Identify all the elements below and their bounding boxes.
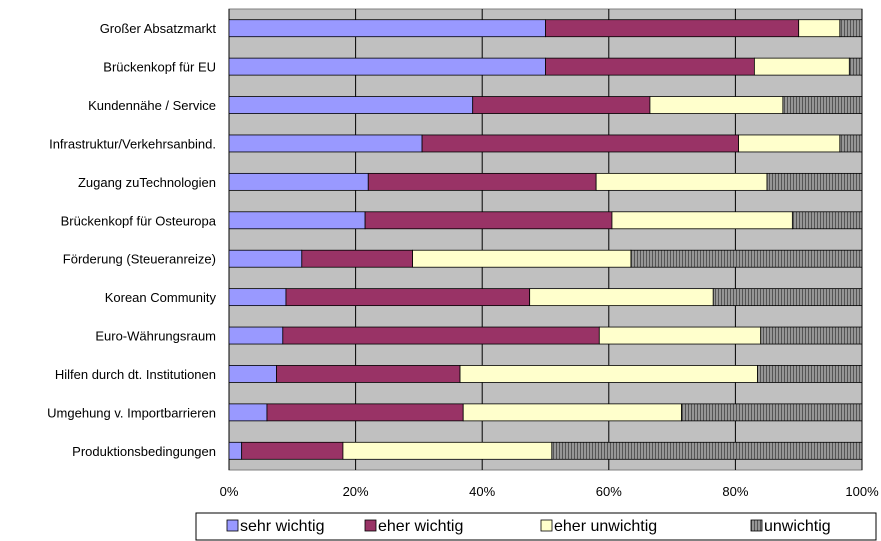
bar-4-row-6: [791, 211, 863, 230]
category-label: Infrastruktur/Verkehrsanbind.: [49, 136, 216, 151]
bar-1-row-4: [228, 134, 423, 153]
category-labels: Großer Absatzmarkt Brückenkopf für EU Kund…: [47, 21, 217, 459]
bar-1-row-3: [228, 96, 474, 114]
category-label: Brückenkopf für EU: [103, 60, 216, 75]
bar-1-row-9: [228, 326, 284, 345]
legend: sehr wichtig eher wichtig eher unwichtig un…: [195, 512, 877, 541]
category-label: Hilfen durch dt. Institutionen: [55, 367, 216, 382]
legend-label: unwichtig: [764, 518, 831, 535]
bar-4-row-1: [839, 19, 863, 38]
category-label: Korean Community: [105, 290, 217, 305]
bar-3-row-1: [798, 19, 841, 38]
bar-1-row-8: [228, 288, 287, 307]
legend-label: eher wichtig: [378, 518, 463, 535]
bar-3-row-5: [595, 172, 768, 191]
bar-1-row-1: [228, 19, 546, 38]
bar-3-row-7: [412, 249, 632, 268]
bar-1-row-11: [228, 403, 268, 422]
legend-box: [195, 512, 877, 541]
bar-2-row-6: [364, 211, 613, 230]
bar-3-row-2: [753, 57, 850, 76]
category-label: Kundennähe / Service: [88, 98, 216, 113]
bar-2-row-3: [472, 96, 651, 114]
bar-4-row-3: [782, 96, 863, 114]
bar-2-row-8: [285, 288, 531, 307]
bars: [228, 19, 863, 460]
bar-2-row-1: [545, 19, 800, 38]
bar-4-row-5: [766, 172, 863, 191]
bar-3-row-3: [649, 96, 784, 114]
category-label: Förderung (Steueranreize): [63, 252, 216, 267]
legend-swatch: [226, 519, 239, 532]
x-tick-label: 60%: [596, 484, 622, 499]
bar-2-row-10: [276, 365, 461, 383]
bar-3-row-9: [598, 326, 762, 345]
legend-swatch: [364, 519, 377, 532]
x-tick-label: 40%: [469, 484, 495, 499]
bar-2-row-5: [367, 172, 597, 191]
legend-label: eher unwichtig: [554, 518, 657, 535]
bar-3-row-11: [462, 403, 682, 422]
bar-1-row-6: [228, 211, 366, 230]
category-label: Produktionsbedingungen: [72, 444, 216, 459]
category-label: Zugang zuTechnologien: [78, 175, 216, 190]
bar-3-row-8: [529, 288, 714, 307]
category-label: Großer Absatzmarkt: [100, 21, 217, 36]
bar-4-row-11: [681, 403, 863, 422]
bar-4-row-4: [839, 134, 863, 153]
bar-1-row-10: [228, 365, 277, 383]
x-tick-label: 100%: [845, 484, 879, 499]
bar-2-row-11: [266, 403, 464, 422]
bar-2-row-12: [241, 441, 344, 460]
bar-3-row-4: [738, 134, 841, 153]
bar-2-row-9: [282, 326, 600, 345]
bar-3-row-10: [459, 365, 758, 383]
bar-3-row-6: [611, 211, 793, 230]
x-tick-label: 80%: [722, 484, 748, 499]
bar-4-row-7: [630, 249, 863, 268]
bar-4-row-9: [760, 326, 863, 345]
bar-2-row-7: [301, 249, 413, 268]
category-label: Euro-Währungsraum: [95, 329, 216, 344]
bar-2-row-2: [545, 57, 755, 76]
x-tick-labels: 0% 20% 40% 60% 80% 100%: [220, 484, 879, 499]
bar-1-row-7: [228, 249, 303, 268]
bar-1-row-5: [228, 172, 369, 191]
bar-1-row-12: [228, 441, 243, 460]
bar-4-row-12: [551, 441, 863, 460]
bar-1-row-2: [228, 57, 546, 76]
legend-label: sehr wichtig: [240, 518, 324, 535]
bar-2-row-4: [421, 134, 739, 153]
bar-4-row-8: [712, 288, 863, 307]
bar-4-row-2: [848, 57, 863, 76]
legend-swatch: [750, 519, 763, 532]
x-tick-label: 0%: [220, 484, 239, 499]
plot-area: [228, 8, 863, 471]
bar-4-row-10: [757, 365, 863, 383]
category-label: Brückenkopf für Osteuropa: [61, 213, 217, 228]
x-tick-label: 20%: [343, 484, 369, 499]
grid-lines: [228, 9, 863, 470]
category-label: Umgehung v. Importbarrieren: [47, 405, 216, 420]
legend-swatch: [540, 519, 553, 532]
bar-3-row-12: [342, 441, 553, 460]
